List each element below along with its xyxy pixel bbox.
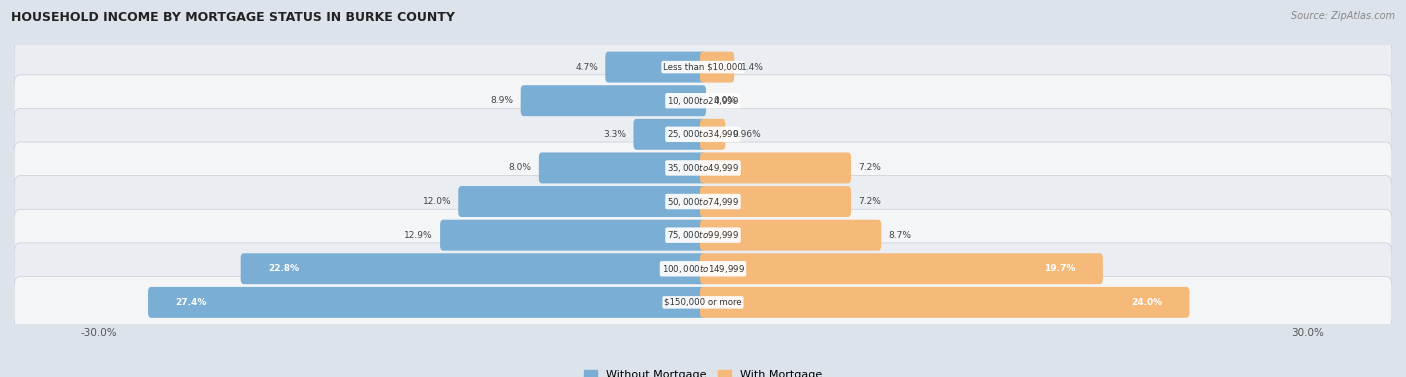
FancyBboxPatch shape <box>14 176 1392 227</box>
FancyBboxPatch shape <box>440 220 706 251</box>
FancyBboxPatch shape <box>700 287 1189 318</box>
Text: 12.9%: 12.9% <box>405 231 433 240</box>
FancyBboxPatch shape <box>606 52 706 83</box>
Text: 0.0%: 0.0% <box>713 96 737 105</box>
Text: $100,000 to $149,999: $100,000 to $149,999 <box>661 263 745 275</box>
Text: 8.9%: 8.9% <box>491 96 513 105</box>
FancyBboxPatch shape <box>634 119 706 150</box>
Text: $35,000 to $49,999: $35,000 to $49,999 <box>666 162 740 174</box>
Text: Less than $10,000: Less than $10,000 <box>664 63 742 72</box>
Text: 19.7%: 19.7% <box>1045 264 1076 273</box>
Text: $150,000 or more: $150,000 or more <box>664 298 742 307</box>
FancyBboxPatch shape <box>14 243 1392 295</box>
Text: $10,000 to $24,999: $10,000 to $24,999 <box>666 95 740 107</box>
Legend: Without Mortgage, With Mortgage: Without Mortgage, With Mortgage <box>583 369 823 377</box>
FancyBboxPatch shape <box>240 253 706 284</box>
Text: 24.0%: 24.0% <box>1132 298 1163 307</box>
FancyBboxPatch shape <box>458 186 706 217</box>
Text: 8.0%: 8.0% <box>509 163 531 172</box>
FancyBboxPatch shape <box>700 152 851 183</box>
Text: $75,000 to $99,999: $75,000 to $99,999 <box>666 229 740 241</box>
Text: 0.96%: 0.96% <box>733 130 761 139</box>
Text: 7.2%: 7.2% <box>858 197 882 206</box>
Text: 22.8%: 22.8% <box>269 264 299 273</box>
Text: 12.0%: 12.0% <box>423 197 451 206</box>
Text: 4.7%: 4.7% <box>575 63 598 72</box>
FancyBboxPatch shape <box>700 220 882 251</box>
FancyBboxPatch shape <box>148 287 706 318</box>
Text: 1.4%: 1.4% <box>741 63 763 72</box>
FancyBboxPatch shape <box>700 253 1102 284</box>
FancyBboxPatch shape <box>700 119 725 150</box>
Text: 7.2%: 7.2% <box>858 163 882 172</box>
FancyBboxPatch shape <box>14 142 1392 194</box>
FancyBboxPatch shape <box>14 75 1392 127</box>
FancyBboxPatch shape <box>14 209 1392 261</box>
FancyBboxPatch shape <box>700 52 734 83</box>
Text: 27.4%: 27.4% <box>176 298 207 307</box>
Text: HOUSEHOLD INCOME BY MORTGAGE STATUS IN BURKE COUNTY: HOUSEHOLD INCOME BY MORTGAGE STATUS IN B… <box>11 11 456 24</box>
Text: 3.3%: 3.3% <box>603 130 627 139</box>
Text: $25,000 to $34,999: $25,000 to $34,999 <box>666 128 740 140</box>
Text: 8.7%: 8.7% <box>889 231 911 240</box>
FancyBboxPatch shape <box>14 276 1392 328</box>
FancyBboxPatch shape <box>14 109 1392 160</box>
FancyBboxPatch shape <box>538 152 706 183</box>
Text: Source: ZipAtlas.com: Source: ZipAtlas.com <box>1291 11 1395 21</box>
FancyBboxPatch shape <box>14 41 1392 93</box>
FancyBboxPatch shape <box>520 85 706 116</box>
Text: $50,000 to $74,999: $50,000 to $74,999 <box>666 196 740 207</box>
FancyBboxPatch shape <box>700 186 851 217</box>
